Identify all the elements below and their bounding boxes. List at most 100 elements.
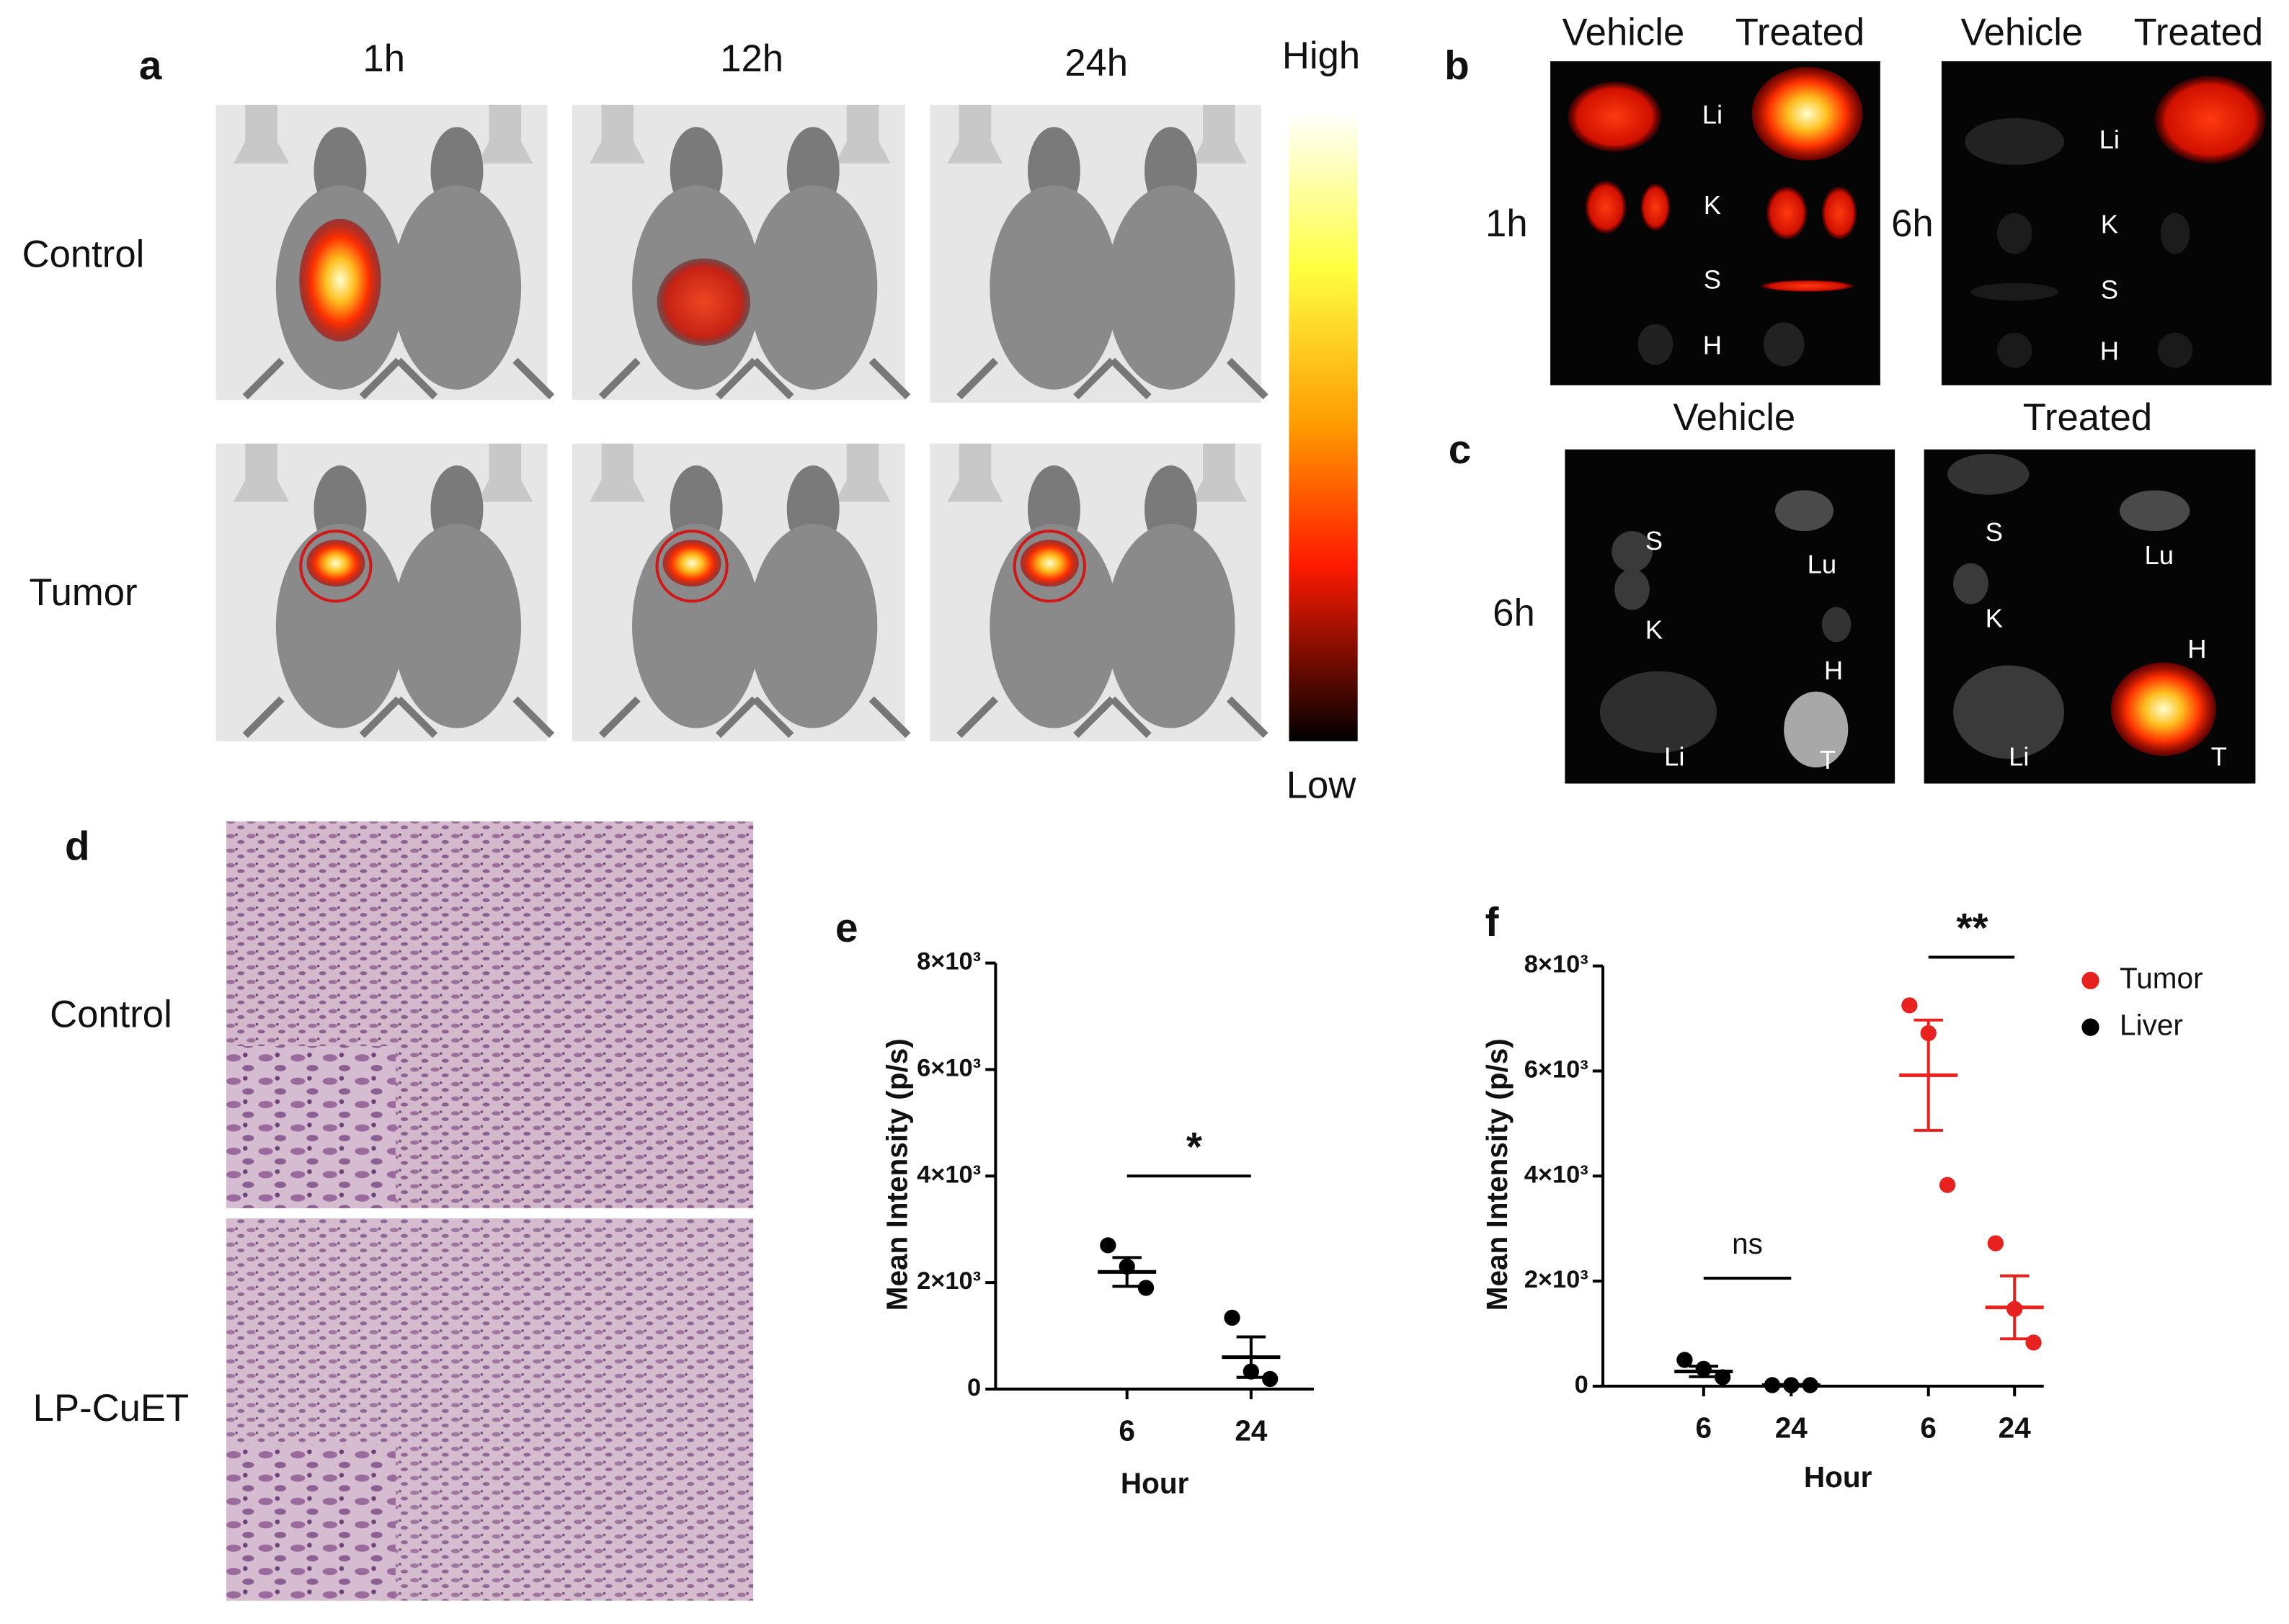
mouse-legs: [1073, 696, 1268, 739]
organ: [1760, 280, 1854, 293]
tumor-outline: [655, 530, 729, 603]
mouse-body: [275, 524, 405, 728]
error-bar: [1689, 1365, 1719, 1378]
signal: [299, 218, 381, 342]
mouse-legs: [956, 357, 1152, 400]
signal: [306, 540, 365, 587]
error-bar: [1999, 1274, 2030, 1341]
data-point: [1262, 1370, 1279, 1388]
organ: [1970, 282, 2058, 301]
signal: [657, 258, 751, 346]
organ: [1947, 453, 2030, 495]
y-tick-label: 6×10³: [1524, 1056, 1588, 1084]
organ-label: K: [1645, 615, 1663, 645]
image-panels: [215, 61, 2272, 1601]
error-bar: [1914, 1018, 1943, 1132]
x-tick-label: 6: [1920, 1411, 1937, 1444]
data-point: [1676, 1352, 1693, 1368]
tube: [234, 443, 533, 502]
error-bar: [1236, 1335, 1266, 1379]
mouse-legs: [598, 696, 794, 739]
mouse-legs: [956, 696, 1152, 739]
x-tick-label: 24: [1999, 1411, 2032, 1444]
y-tick-label: 0: [967, 1374, 981, 1401]
y-axis-title: Mean Intensity (p/s): [1480, 1038, 1514, 1311]
organ: [2120, 490, 2190, 532]
y-tick-label: 4×10³: [917, 1161, 981, 1188]
signal: [662, 540, 721, 587]
organ-label: S: [1986, 517, 2003, 547]
organ-label: Li: [2099, 125, 2120, 154]
row-label: 1h: [1485, 202, 1528, 245]
significance-label: **: [1956, 906, 1988, 951]
panel-label: f: [1485, 900, 1499, 945]
organ: [1996, 332, 2032, 368]
mouse-legs: [715, 696, 911, 739]
organ: [1763, 322, 1805, 367]
organ: [1751, 67, 1863, 161]
organ: [1953, 665, 2065, 759]
organ: [1585, 181, 1627, 234]
mouse-legs: [359, 696, 555, 739]
organ-label: Lu: [1808, 549, 1837, 579]
histology-inset: [226, 1444, 396, 1601]
mouse-body: [990, 185, 1119, 390]
mouse-body: [990, 524, 1119, 728]
organ: [1784, 691, 1849, 768]
organ-label: H: [1703, 331, 1722, 360]
mouse-body: [632, 524, 761, 728]
scale-label: Low: [1286, 764, 1357, 806]
organ: [2154, 76, 2266, 164]
data-point: [1224, 1309, 1240, 1326]
panel-label: c: [1449, 427, 1472, 473]
organ: [1637, 324, 1674, 365]
y-tick-label: 8×10³: [1524, 951, 1588, 978]
x-tick-label: 24: [1235, 1414, 1268, 1447]
significance-label: ns: [1732, 1227, 1763, 1260]
tumor-outline: [299, 530, 373, 603]
organ-label: S: [1645, 526, 1663, 556]
y-tick-label: 2×10³: [1524, 1266, 1588, 1293]
mouse-body: [1106, 524, 1235, 728]
organ: [1614, 568, 1650, 610]
mouse-legs: [1073, 357, 1268, 400]
organ: [1568, 81, 1662, 152]
x-tick-label: 6: [1119, 1414, 1135, 1447]
organ-label: K: [1986, 603, 2003, 633]
organ-label: H: [2100, 336, 2119, 366]
error-bar: [1112, 1256, 1142, 1288]
column-heading: 12h: [720, 37, 783, 80]
organ: [1612, 531, 1653, 572]
organ: [1766, 187, 1808, 240]
x-axis-title: Hour: [1804, 1460, 1872, 1494]
y-tick-label: 6×10³: [917, 1055, 981, 1082]
tube: [590, 104, 891, 164]
organ: [1821, 187, 1857, 240]
x-axis-title: Hour: [1121, 1466, 1189, 1499]
y-tick-label: 4×10³: [1524, 1161, 1588, 1188]
column-heading: Vehicle: [1960, 12, 2083, 54]
organ-label: Li: [2009, 742, 2029, 772]
panel-label: d: [65, 824, 90, 870]
panel-label: e: [835, 906, 858, 951]
scale-label: High: [1282, 35, 1360, 77]
legend-label: Tumor: [2120, 962, 2203, 995]
y-axis-title: Mean Intensity (p/s): [880, 1038, 913, 1311]
column-heading: Treated: [2134, 12, 2263, 54]
mouse-legs: [242, 357, 438, 400]
organ: [1996, 213, 2032, 254]
mouse-legs: [715, 357, 911, 400]
panel-label: a: [139, 43, 162, 89]
organ: [2157, 332, 2193, 368]
column-heading: Treated: [1735, 12, 1864, 54]
x-tick-label: 24: [1775, 1411, 1808, 1444]
organ-label: H: [1824, 656, 1843, 685]
column-heading: Treated: [2023, 396, 2152, 439]
legend-label: Liver: [2120, 1008, 2183, 1041]
organ-label: T: [2211, 742, 2227, 772]
tube: [234, 104, 533, 164]
signal: [1020, 540, 1079, 587]
y-tick-label: 2×10³: [917, 1267, 981, 1295]
